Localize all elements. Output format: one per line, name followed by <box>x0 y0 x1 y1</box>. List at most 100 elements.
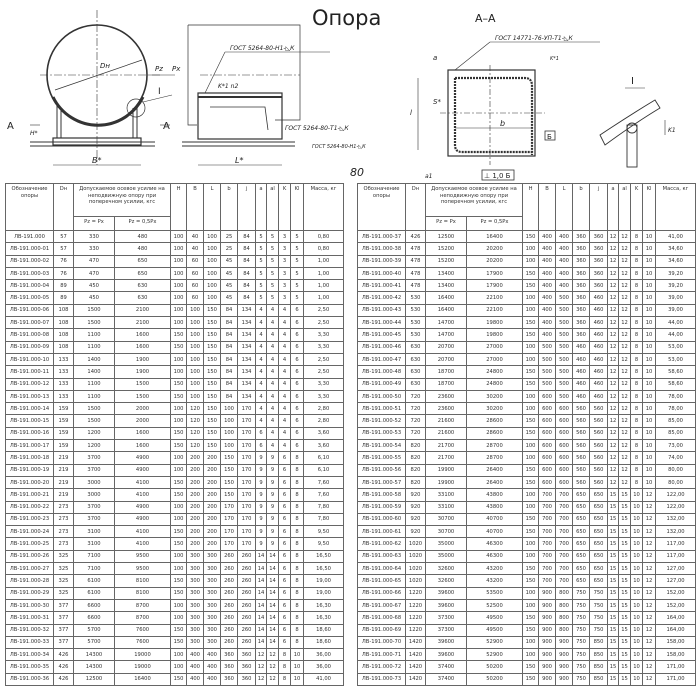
table-cell: ЛВ-191.000-02 <box>5 254 54 268</box>
table-row: ЛВ-191.000-47 630 20700 27000 100 500 500 460 46… <box>357 352 697 367</box>
table-cell: 6 <box>278 574 292 588</box>
header-row: Обозначение опоры Dн Допускаемое осевое ус… <box>5 183 345 231</box>
table-cell: 10 <box>642 328 657 342</box>
table-cell: 200 <box>203 451 222 465</box>
table-cell: 100 <box>203 254 222 268</box>
table-cell: 100 <box>522 488 540 502</box>
table-cell: 6 <box>290 303 305 318</box>
col-pz-half-px: Pz = 0,5Px <box>113 216 172 231</box>
table-cell: 400 <box>186 648 205 662</box>
table-cell: 58,60 <box>655 365 697 379</box>
table-cell: 3 <box>278 266 292 281</box>
table-cell: ЛВ-191.000-42 <box>357 291 406 305</box>
table-row: ЛВ-191.000-29 325 6100 8100 150 300 300 260 260 1… <box>5 586 345 600</box>
table-cell: 100 <box>170 229 188 244</box>
table-cell: 150 <box>170 537 188 551</box>
table-cell: 108 <box>53 340 74 354</box>
table-cell: 84 <box>220 365 239 379</box>
table-cell: 9 <box>255 475 268 490</box>
table-cell: 460 <box>572 377 591 391</box>
table-cell: 600 <box>538 389 557 404</box>
table-cell: 630 <box>113 291 172 305</box>
table-cell: 377 <box>53 635 74 650</box>
table-cell: 4 <box>266 365 280 379</box>
table-cell: 650 <box>113 254 172 268</box>
table-cell: 12 <box>618 242 632 256</box>
table-cell: 10 <box>630 586 644 600</box>
table-cell: 150 <box>220 488 239 502</box>
section-label: А–А <box>475 12 496 25</box>
table-cell: 22100 <box>465 291 524 305</box>
table-cell: 12 <box>607 463 620 477</box>
table-cell: 8 <box>630 229 644 244</box>
table-cell: 10 <box>630 488 644 502</box>
table-cell: 219 <box>53 475 74 490</box>
table-row: ЛВ-191.000-65 1020 32600 43200 150 700 700 650 6… <box>357 574 697 588</box>
table-cell: 630 <box>405 340 426 354</box>
table-cell: 152,00 <box>655 586 697 600</box>
table-cell: 12 <box>607 303 620 318</box>
table-cell: 170 <box>220 525 239 539</box>
table-cell: 650 <box>589 562 609 576</box>
table-cell: 8 <box>290 488 305 502</box>
table-cell: 13400 <box>425 266 467 281</box>
table-cell: 12 <box>607 291 620 305</box>
table-cell: 4 <box>278 328 292 342</box>
table-cell: ЛВ-191.000-10 <box>5 352 54 367</box>
col-force-group: Допускаемое осевое усилие на неподвижную… <box>72 183 172 217</box>
table-cell: 6 <box>290 439 305 453</box>
table-cell: 6 <box>278 488 292 502</box>
table-cell: 12 <box>618 316 632 330</box>
table-cell: 100 <box>170 598 188 613</box>
table-cell: 9 <box>255 500 268 514</box>
table-cell: 7600 <box>113 623 172 637</box>
table-cell: ЛВ-191.000-48 <box>357 365 406 379</box>
table-cell: 300 <box>203 549 222 564</box>
table-cell: 10 <box>630 672 644 686</box>
table-cell: 150 <box>203 365 222 379</box>
table-cell: 12 <box>607 365 620 379</box>
table-cell: 12 <box>607 439 620 453</box>
table-cell: 720 <box>405 389 426 404</box>
table-cell: 170 <box>220 537 239 551</box>
table-cell: 600 <box>538 439 557 453</box>
table-cell: 16400 <box>113 672 172 686</box>
table-cell: 260 <box>220 574 239 588</box>
table-cell: 300 <box>203 562 222 576</box>
table-cell: 6 <box>278 635 292 650</box>
table-row: ЛВ-191.000-63 1020 35000 46300 100 700 700 650 6… <box>357 549 697 564</box>
table-cell: 500 <box>538 365 557 379</box>
table-cell: 4100 <box>113 488 172 502</box>
table-cell: 34,60 <box>655 254 697 268</box>
weld-note-3: ГОСТ 5264-80-Н1-◺К <box>312 144 366 150</box>
table-cell: 12 <box>607 352 620 367</box>
table-cell: 920 <box>405 500 426 514</box>
table-cell: 4 <box>255 389 268 404</box>
table-cell: ЛВ-191.000-17 <box>5 439 54 453</box>
table-cell: 920 <box>405 488 426 502</box>
table-cell: 170 <box>237 500 257 514</box>
table-cell: 530 <box>405 291 426 305</box>
table-cell: 460 <box>589 340 609 354</box>
table-row: ЛВ-191.000-42 530 16400 22100 100 400 500 360 46… <box>357 291 697 305</box>
table-cell: 400 <box>203 648 222 662</box>
table-cell: 150 <box>522 660 540 674</box>
table-cell: 10 <box>630 525 644 539</box>
table-cell: 273 <box>53 525 74 539</box>
table-cell: 6 <box>278 586 292 600</box>
table-cell: 650 <box>589 525 609 539</box>
table-cell: 14 <box>266 623 280 637</box>
table-cell: 460 <box>572 389 591 404</box>
table-cell: 9 <box>266 488 280 502</box>
table-cell: 8 <box>630 365 644 379</box>
table-cell: 2,80 <box>303 414 345 428</box>
table-cell: 330 <box>73 242 115 256</box>
table-cell: 560 <box>572 451 591 465</box>
table-cell: 4 <box>278 365 292 379</box>
table-cell: 4900 <box>113 512 172 527</box>
table-cell: 5 <box>266 266 280 281</box>
table-cell: 108 <box>53 303 74 318</box>
table-row: ЛВ-191.000-16 159 1200 1600 150 120 150 100 170 6… <box>5 426 345 441</box>
table-cell: ЛВ-191.000-12 <box>5 377 54 391</box>
table-cell: 150 <box>203 352 222 367</box>
